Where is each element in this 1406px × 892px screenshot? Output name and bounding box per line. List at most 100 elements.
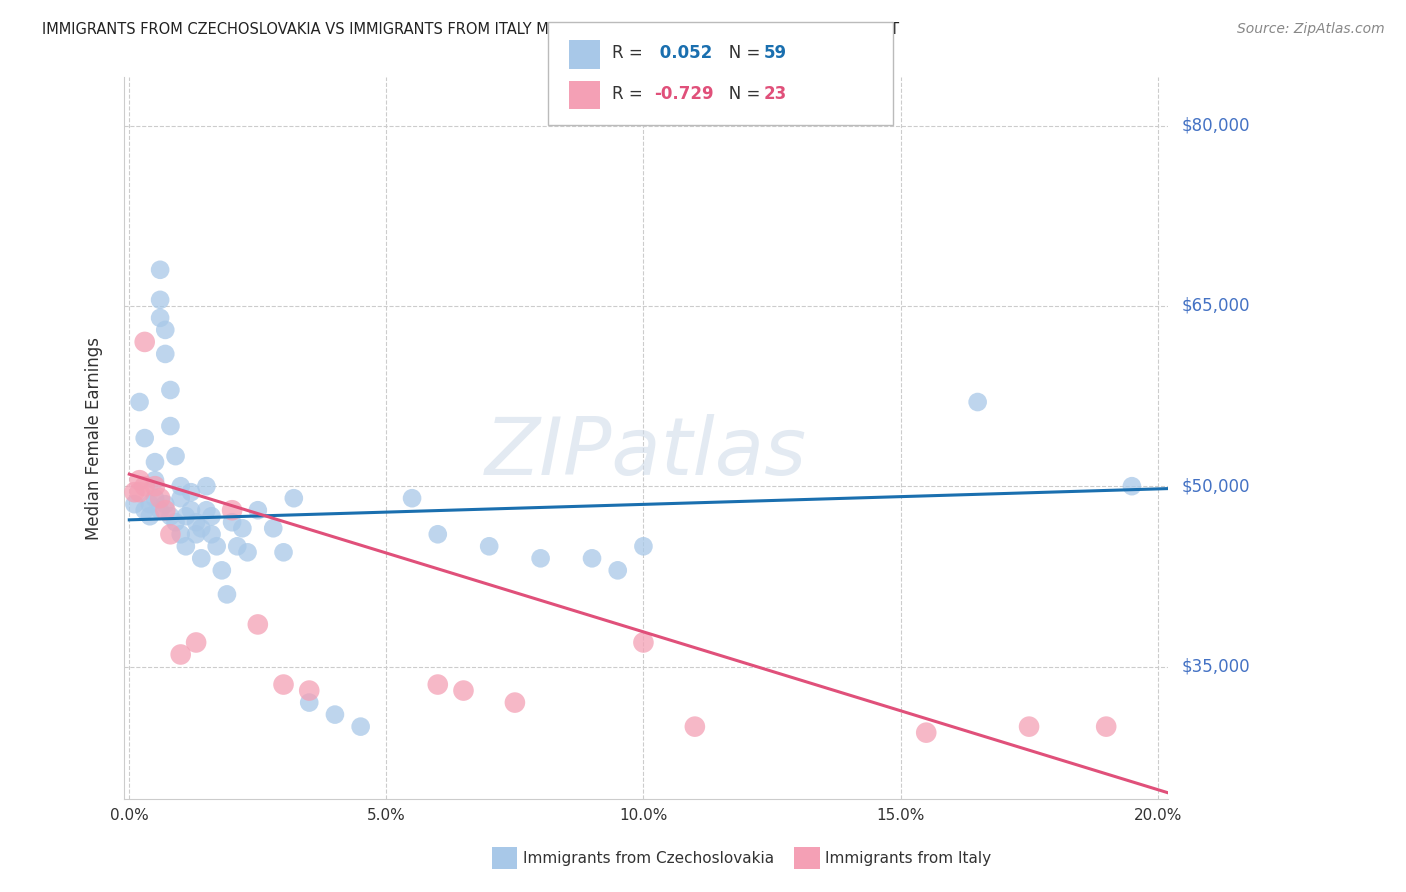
Text: Source: ZipAtlas.com: Source: ZipAtlas.com [1237, 22, 1385, 37]
Point [139, 497, 162, 511]
Text: 59: 59 [763, 44, 786, 62]
Point [221, 503, 243, 517]
Point [190, 521, 212, 535]
Point [683, 720, 706, 734]
Point [1095, 720, 1118, 734]
Point [143, 479, 166, 493]
Point [283, 491, 305, 506]
Text: $50,000: $50,000 [1182, 477, 1250, 495]
Point [503, 696, 526, 710]
Point [159, 509, 181, 524]
Text: Immigrants from Italy: Immigrants from Italy [825, 851, 991, 865]
Text: R =: R = [612, 44, 648, 62]
Point [134, 431, 156, 445]
Point [262, 521, 284, 535]
Point [184, 635, 207, 649]
Text: R =: R = [612, 86, 648, 103]
Point [215, 587, 238, 601]
Point [606, 563, 628, 577]
Point [190, 551, 212, 566]
Point [174, 509, 197, 524]
Point [226, 539, 249, 553]
Point [128, 395, 150, 409]
Text: -0.729: -0.729 [654, 86, 713, 103]
Text: $80,000: $80,000 [1182, 117, 1250, 135]
Point [149, 293, 172, 307]
Point [155, 347, 177, 361]
Point [128, 473, 150, 487]
Point [633, 539, 655, 553]
Point [581, 551, 603, 566]
Point [159, 527, 181, 541]
Text: 0.052: 0.052 [654, 44, 711, 62]
Point [139, 509, 162, 524]
Point [478, 539, 501, 553]
Point [159, 419, 181, 434]
Point [124, 485, 146, 500]
Point [426, 527, 449, 541]
Point [236, 545, 259, 559]
Point [149, 310, 172, 325]
Point [350, 720, 373, 734]
Point [170, 491, 193, 506]
Point [298, 696, 321, 710]
Point [211, 563, 233, 577]
Point [200, 527, 222, 541]
Point [149, 503, 172, 517]
Point [165, 449, 187, 463]
Point [134, 503, 156, 517]
Point [401, 491, 423, 506]
Point [1018, 720, 1040, 734]
Point [966, 395, 988, 409]
Point [149, 491, 172, 506]
Point [155, 503, 177, 517]
Point [143, 491, 166, 506]
Point [529, 551, 551, 566]
Text: 23: 23 [763, 86, 787, 103]
Point [273, 545, 295, 559]
Point [453, 683, 475, 698]
Point [128, 485, 150, 500]
Text: N =: N = [713, 44, 765, 62]
Point [1121, 479, 1143, 493]
Point [134, 479, 156, 493]
Point [273, 677, 295, 691]
Point [155, 497, 177, 511]
Point [170, 527, 193, 541]
Point [231, 521, 253, 535]
Point [149, 262, 172, 277]
Text: N =: N = [713, 86, 765, 103]
Point [426, 677, 449, 691]
Point [221, 515, 243, 529]
Text: $65,000: $65,000 [1182, 297, 1250, 315]
Point [143, 455, 166, 469]
Point [246, 617, 269, 632]
Text: ZIPatlas: ZIPatlas [485, 414, 807, 491]
Point [195, 503, 218, 517]
Text: Immigrants from Czechoslovakia: Immigrants from Czechoslovakia [523, 851, 775, 865]
Point [195, 479, 218, 493]
Point [134, 334, 156, 349]
Point [174, 539, 197, 553]
Text: IMMIGRANTS FROM CZECHOSLOVAKIA VS IMMIGRANTS FROM ITALY MEDIAN FEMALE EARNINGS C: IMMIGRANTS FROM CZECHOSLOVAKIA VS IMMIGR… [42, 22, 900, 37]
Point [915, 725, 938, 739]
Point [180, 485, 202, 500]
Point [165, 515, 187, 529]
Point [633, 635, 655, 649]
Point [298, 683, 321, 698]
Point [184, 527, 207, 541]
Point [170, 479, 193, 493]
Point [155, 323, 177, 337]
Text: $35,000: $35,000 [1182, 657, 1250, 675]
Point [170, 648, 193, 662]
Point [124, 497, 146, 511]
Point [159, 383, 181, 397]
Point [323, 707, 346, 722]
Point [205, 539, 228, 553]
Point [200, 509, 222, 524]
Point [143, 473, 166, 487]
Point [180, 503, 202, 517]
Point [184, 515, 207, 529]
Point [246, 503, 269, 517]
Y-axis label: Median Female Earnings: Median Female Earnings [86, 336, 103, 540]
